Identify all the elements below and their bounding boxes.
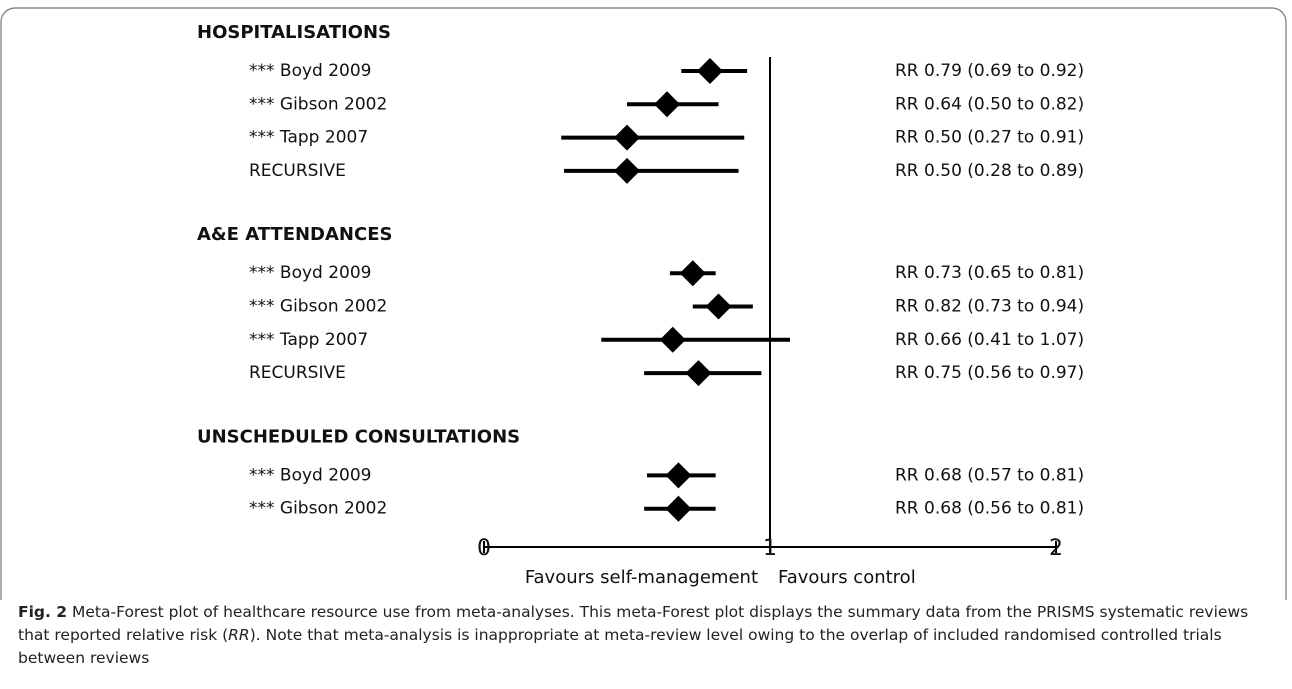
x-tick-label: 2 <box>1049 536 1063 561</box>
caption-text: ). Note that meta-analysis is inappropri… <box>18 626 1222 667</box>
x-right-label: Favours control <box>778 567 916 588</box>
value-label: RR 0.50 (0.27 to 0.91) <box>895 128 1084 148</box>
caption-text: RR <box>228 626 250 644</box>
x-tick-label: 0 <box>477 536 491 561</box>
value-label: RR 0.50 (0.28 to 0.89) <box>895 161 1084 181</box>
estimate-diamond <box>685 360 712 387</box>
x-tick-label: 1 <box>763 536 777 561</box>
estimate-diamond <box>665 495 692 522</box>
study-label: RECURSIVE <box>249 363 346 383</box>
caption-label: Fig. 2 <box>18 603 68 621</box>
estimate-diamond <box>679 260 706 287</box>
study-label: *** Gibson 2002 <box>249 94 387 114</box>
estimate-diamond <box>654 91 681 118</box>
value-label: RR 0.75 (0.56 to 0.97) <box>895 363 1084 383</box>
caption-text: Meta-Forest plot of healthcare resource … <box>18 603 1249 644</box>
value-label: RR 0.68 (0.57 to 0.81) <box>895 465 1084 485</box>
study-label: *** Tapp 2007 <box>249 330 368 350</box>
value-label: RR 0.66 (0.41 to 1.07) <box>895 330 1084 350</box>
group-header: HOSPITALISATIONS <box>197 22 391 43</box>
value-label: RR 0.79 (0.69 to 0.92) <box>895 61 1084 81</box>
estimate-diamond <box>614 124 640 151</box>
estimate-diamond <box>659 326 686 353</box>
value-label: RR 0.73 (0.65 to 0.81) <box>895 263 1084 283</box>
group-header: UNSCHEDULED CONSULTATIONS <box>197 426 520 447</box>
study-label: *** Boyd 2009 <box>249 465 372 485</box>
frame <box>0 7 1287 600</box>
caption: Fig. 2 Meta-Forest plot of healthcare re… <box>18 601 1268 670</box>
estimate-diamond <box>614 157 640 184</box>
value-label: RR 0.64 (0.50 to 0.82) <box>895 94 1084 114</box>
group-header: A&E ATTENDANCES <box>197 224 392 245</box>
study-label: *** Boyd 2009 <box>249 61 372 81</box>
study-label: RECURSIVE <box>249 161 346 181</box>
value-label: RR 0.68 (0.56 to 0.81) <box>895 499 1084 519</box>
chart: 0 1 2 Favours self-management Favours contro… <box>0 7 1287 600</box>
study-label: *** Gibson 2002 <box>249 499 387 519</box>
study-label: *** Boyd 2009 <box>249 263 372 283</box>
estimate-diamond <box>696 58 723 84</box>
estimate-diamond <box>665 462 692 489</box>
x-left-label: Favours self-management <box>525 567 758 588</box>
study-label: *** Tapp 2007 <box>249 128 368 148</box>
study-label: *** Gibson 2002 <box>249 297 387 317</box>
estimate-diamond <box>705 293 732 320</box>
value-label: RR 0.82 (0.73 to 0.94) <box>895 297 1084 317</box>
